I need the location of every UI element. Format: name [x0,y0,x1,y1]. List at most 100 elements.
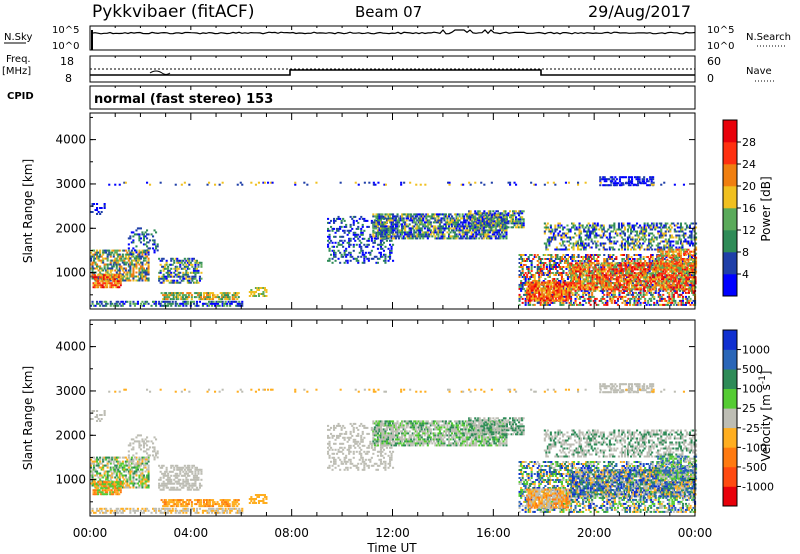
power-cell [636,260,639,262]
power-cell [606,299,609,302]
power-cell [372,241,375,244]
power-cell [595,260,598,262]
power-cell [357,225,360,228]
power-cell [470,237,473,240]
power-cell [147,267,150,270]
power-cell [408,213,411,216]
power-cell [379,227,382,230]
power-cell [464,225,467,228]
power-cell [136,255,139,258]
power-cell [262,295,265,297]
power-cell [138,227,141,230]
power-cell [489,210,492,213]
power-cell [478,219,481,222]
power-cell [360,241,363,244]
power-cell [526,297,529,300]
power-cell [142,243,145,246]
power-cell [645,256,648,258]
power-cell [463,217,466,220]
power-cell [188,279,191,282]
power-cell [179,271,182,274]
power-cell [141,275,144,278]
power-cell [416,223,419,226]
power-cell [527,301,530,304]
power-cell [452,217,455,220]
power-cell [393,215,396,218]
power-cell [585,266,588,269]
power-cell [467,229,470,232]
power-cell [253,295,256,297]
power-cell [337,257,340,260]
power-cell [434,227,437,230]
power-cell [593,274,596,277]
power-cell [197,271,200,274]
power-cell [441,227,444,230]
power-cell [419,223,422,226]
power-cell [345,259,348,262]
power-cell [133,302,136,305]
power-cell [547,297,550,300]
power-cell [520,289,523,292]
power-cell [585,274,588,277]
power-cell [565,287,568,290]
power-cell [655,262,658,265]
power-cell [129,271,132,274]
power-cell [518,210,521,213]
power-cell [230,302,233,305]
power-cell [635,266,638,269]
power-cell [519,226,522,229]
power-cell [141,279,144,282]
power-cell [376,221,379,224]
power-cell [621,295,624,298]
power-cell [585,262,588,265]
power-cell [444,223,447,226]
power-cell [502,229,505,232]
power-cell [171,294,174,297]
power-cell [207,296,210,299]
power-cell [560,291,563,294]
power-cell [640,280,643,283]
power-cell [419,229,422,232]
power-cell [615,274,618,277]
power-cell [539,297,542,300]
power-cell [556,278,559,280]
power-cell [635,286,638,289]
power-cell [515,216,518,219]
power-cell [618,295,621,298]
power-cell [166,298,169,301]
power-cell [545,274,548,276]
power-cell [165,271,168,274]
power-cell [127,253,130,256]
power-cell [627,291,630,294]
power-cell [153,239,156,242]
power-cell [182,302,185,305]
power-cell [666,291,669,294]
power-cell [194,277,197,280]
power-cell [653,301,656,304]
power-cell [638,264,641,267]
power-cell [544,303,547,306]
power-cell [132,271,135,274]
power-cell [180,275,183,278]
power-cell [404,233,407,236]
power-cell [574,297,577,300]
power-cell [579,295,582,298]
power-cell [112,286,115,289]
power-cell [547,254,550,256]
power-cell [204,298,207,301]
power-cell [162,279,165,282]
power-cell [100,276,103,279]
power-cell [663,303,666,306]
power-cell [372,225,375,228]
power-cell [435,233,438,236]
power-cell [218,298,221,301]
power-cell [585,256,588,258]
power-cell [385,219,388,222]
power-cell [533,291,536,294]
power-cell [469,218,472,221]
power-cell [649,264,652,267]
power-cell [605,264,608,267]
power-cell [440,237,443,240]
power-cell [448,233,451,236]
power-cell [550,299,553,302]
